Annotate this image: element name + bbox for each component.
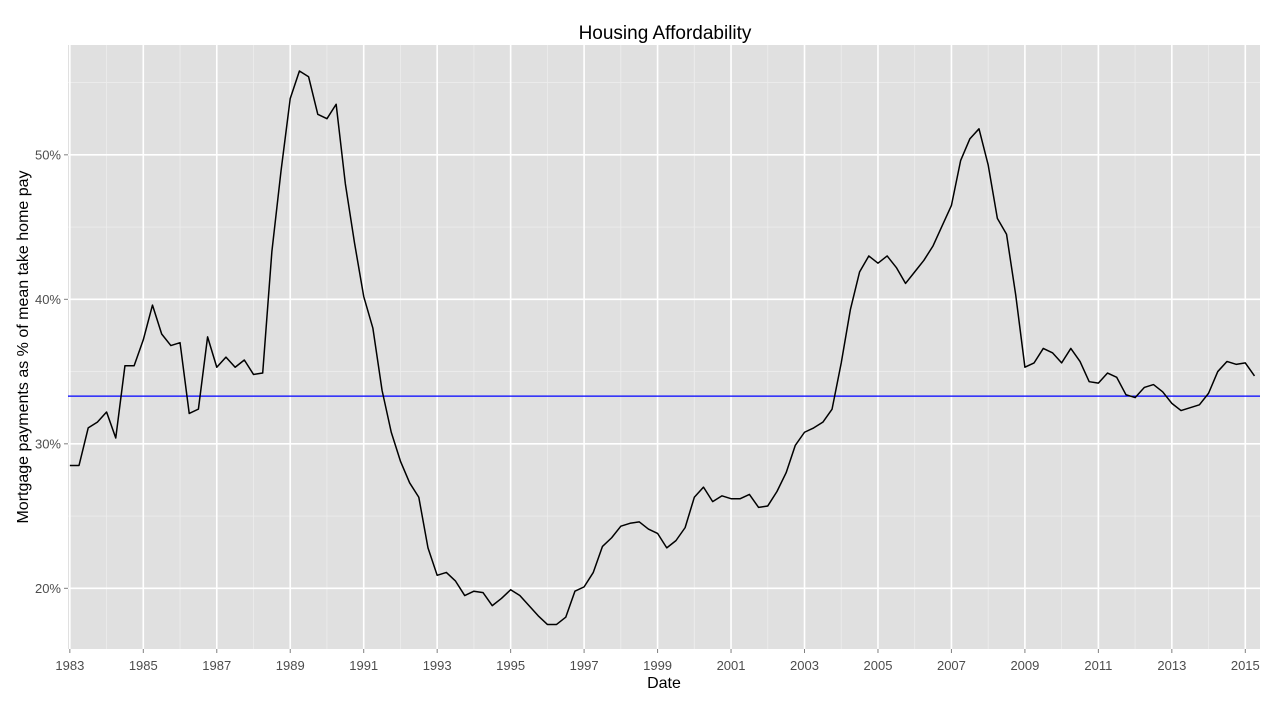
y-tick-label: 30% [35,436,61,451]
y-axis: 20% 30% 40% 50% [35,147,68,596]
x-tick-label: 1985 [129,658,158,673]
x-tick-label: 1983 [55,658,84,673]
x-tick-label: 2001 [717,658,746,673]
y-axis-title: Mortgage payments as % of mean take home… [15,170,32,523]
x-tick-label: 1995 [496,658,525,673]
grid-minor [68,45,1260,649]
x-tick-label: 2007 [937,658,966,673]
chart-title: Housing Affordability [579,23,752,44]
x-tick-label: 2013 [1157,658,1186,673]
x-tick-label: 2015 [1231,658,1260,673]
x-axis: 1983 1985 1987 1989 1991 1993 1995 1997 1999 2001… [55,649,1260,673]
x-tick-label: 1993 [423,658,452,673]
grid-major [68,45,1260,649]
y-tick-label: 50% [35,147,61,162]
x-tick-label: 2011 [1084,658,1112,673]
x-tick-label: 1997 [570,658,599,673]
x-tick-label: 1991 [349,658,378,673]
x-tick-label: 1999 [643,658,672,673]
x-tick-label: 2003 [790,658,819,673]
y-tick-label: 20% [35,581,61,596]
x-tick-label: 2009 [1010,658,1039,673]
x-tick-label: 2005 [864,658,893,673]
plot-panel [68,45,1260,649]
series-layer [69,70,1256,626]
x-tick-label: 1987 [202,658,231,673]
x-axis-title: Date [647,675,681,692]
series-line-affordability [69,70,1256,626]
x-tick-label: 1989 [276,658,305,673]
y-tick-label: 40% [35,292,61,307]
